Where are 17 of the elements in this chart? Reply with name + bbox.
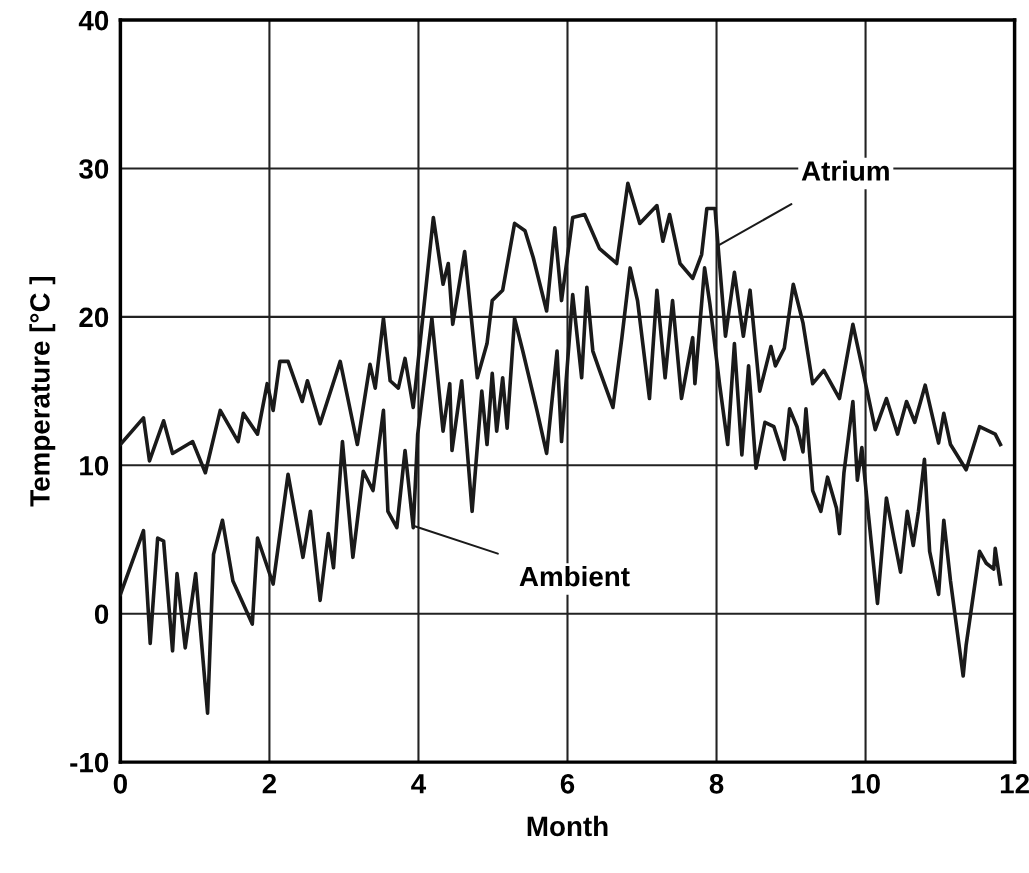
annotation: Ambient [519, 565, 630, 587]
x-tick-label: 8 [709, 773, 724, 794]
y-tick-label: 30 [79, 159, 109, 179]
x-tick-label: 6 [560, 773, 575, 794]
y-tick-label: 20 [79, 307, 109, 328]
y-tick-label: 40 [78, 10, 109, 31]
x-tick-label: 10 [851, 773, 880, 794]
x-axis-title: Month [527, 815, 608, 837]
y-axis-title: Temperature [°C ] [29, 277, 56, 507]
x-tick-label: 4 [411, 774, 427, 794]
y-tick-label: 0 [94, 604, 109, 625]
x-tick-label: 0 [113, 773, 127, 794]
y-tick-label: 10 [80, 455, 109, 476]
x-tick-label: 12 [1000, 773, 1029, 794]
y-tick-label: -10 [70, 752, 109, 773]
annotation: Atrium [801, 160, 889, 181]
x-tick-label: 2 [262, 773, 277, 794]
